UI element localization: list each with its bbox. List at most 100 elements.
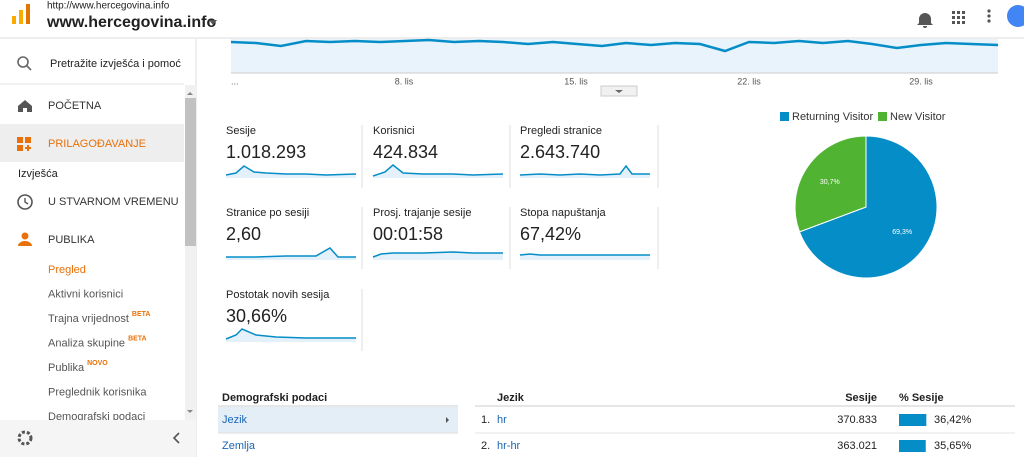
settings-icon[interactable]: [17, 430, 33, 446]
legend-label[interactable]: New Visitor: [890, 111, 946, 123]
section-title: Izvješća: [18, 168, 59, 180]
table-title: Demografski podaci: [222, 392, 327, 404]
search-icon: [17, 56, 29, 68]
badge: NOVO: [87, 360, 108, 367]
scrollbar-thumb[interactable]: [185, 98, 196, 246]
nav-item[interactable]: PUBLIKA: [48, 234, 95, 246]
demo-item[interactable]: Jezik: [222, 414, 248, 426]
row-selected: [218, 407, 458, 433]
person-icon: [18, 241, 32, 246]
scroll-up[interactable]: [187, 92, 193, 95]
nav-subitem[interactable]: Aktivni korisnici: [48, 288, 123, 300]
logo: [26, 4, 30, 24]
expand-icon: [615, 90, 623, 93]
x-label: ...: [231, 76, 239, 86]
header: [0, 0, 1024, 38]
avatar[interactable]: [1007, 5, 1024, 27]
share-bar: [899, 414, 927, 426]
search-input[interactable]: Pretražite izvješća i pomoć: [50, 58, 181, 70]
metric-label: Stopa napuštanja: [520, 207, 607, 219]
home-icon: [18, 100, 32, 112]
metric-label: Postotak novih sesija: [226, 289, 330, 301]
pie-slice: [794, 135, 867, 233]
metric-value: 1.018.293: [226, 142, 306, 162]
dropdown-icon[interactable]: [209, 20, 217, 25]
metric-value: 30,66%: [226, 306, 287, 326]
nav-subitem[interactable]: Trajna vrijednost: [48, 313, 129, 325]
metric-label: Prosj. trajanje sesije: [373, 207, 471, 219]
badge: BETA: [128, 335, 147, 342]
search-icon: [26, 65, 32, 71]
sparkline: [519, 253, 650, 256]
language[interactable]: hr-hr: [497, 440, 521, 452]
metric-value: 00:01:58: [373, 224, 443, 244]
timeline-line: [230, 38, 999, 53]
scrollbar-track: [185, 85, 196, 420]
rank: 1.: [481, 414, 490, 426]
sparkline: [225, 165, 357, 176]
legend-swatch: [780, 112, 789, 121]
x-label: 15. lis: [564, 76, 588, 86]
apps-icon[interactable]: [952, 11, 965, 24]
clock-icon: [24, 198, 29, 205]
bell-icon[interactable]: [917, 13, 933, 28]
column-header: Sesije: [845, 392, 877, 404]
logo: [12, 16, 16, 24]
metric-value: 2.643.740: [520, 142, 600, 162]
language[interactable]: hr: [497, 414, 507, 426]
sparkline: [372, 251, 503, 258]
url: http://www.hercegovina.info: [47, 1, 170, 12]
nav-subitem[interactable]: Preglednik korisnika: [48, 386, 147, 398]
slice-label: 69,3%: [892, 229, 912, 236]
nav-item[interactable]: U STVARNOM VREMENU: [48, 196, 179, 208]
metric-label: Sesije: [226, 125, 256, 137]
person-icon: [21, 232, 29, 240]
metric-value: 424.834: [373, 142, 438, 162]
sidebar: [0, 39, 196, 457]
metric-value: 2,60: [226, 224, 261, 244]
share-label: 35,65%: [934, 440, 972, 452]
logo: [19, 10, 23, 24]
share-bar: [899, 440, 926, 452]
more-icon[interactable]: [987, 9, 991, 23]
x-label: 29. lis: [909, 76, 933, 86]
arrow-icon: [446, 417, 449, 423]
share-label: 36,42%: [934, 414, 972, 426]
nav-item[interactable]: POČETNA: [48, 99, 102, 112]
clock-icon: [17, 194, 33, 210]
sidebar-footer: [0, 420, 196, 457]
sessions: 370.833: [837, 414, 877, 426]
sessions: 363.021: [837, 440, 877, 452]
legend-label[interactable]: Returning Visitor: [792, 111, 873, 123]
badge: BETA: [132, 311, 151, 318]
legend-swatch: [878, 112, 887, 121]
card-dividers: [361, 125, 659, 351]
sparkline: [226, 248, 356, 260]
site-name[interactable]: www.hercegovina.info: [46, 14, 216, 31]
metric-label: Pregledi stranice: [520, 125, 602, 137]
sparkline: [373, 252, 503, 260]
metric-label: Stranice po sesiji: [226, 207, 309, 219]
column-header: Jezik: [497, 392, 525, 404]
sparkline: [519, 164, 650, 176]
nav-subitem[interactable]: Pregled: [48, 264, 86, 276]
metric-label: Korisnici: [373, 125, 415, 137]
collapse-icon[interactable]: [172, 432, 180, 444]
scroll-down[interactable]: [187, 410, 193, 413]
sparkline: [225, 328, 356, 340]
column-header: % Sesije: [899, 392, 944, 404]
x-label: 22. lis: [737, 76, 761, 86]
x-label: 8. lis: [395, 76, 414, 86]
nav-subitem[interactable]: Analiza skupine: [48, 337, 125, 349]
sparkline: [226, 247, 356, 258]
customize-icon: [17, 137, 31, 151]
rank: 2.: [481, 440, 490, 452]
nav-subitem[interactable]: Publika: [48, 362, 85, 374]
demo-item[interactable]: Zemlja: [222, 440, 256, 452]
nav-item[interactable]: PRILAGOĐAVANJE: [48, 138, 146, 150]
metric-value: 67,42%: [520, 224, 581, 244]
nav-subitem[interactable]: Demografski podaci: [48, 411, 145, 423]
slice-label: 30,7%: [820, 179, 840, 186]
pie-slice: [798, 135, 938, 279]
